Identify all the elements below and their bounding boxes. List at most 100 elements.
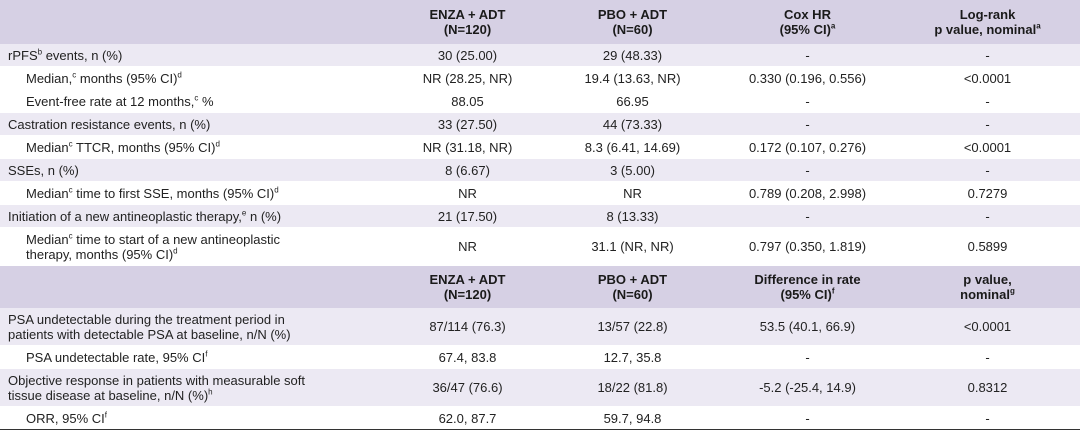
- value-cell: -5.2 (-25.4, 14.9): [720, 368, 895, 407]
- text-line: Castration resistance events, n (%): [8, 117, 382, 132]
- text: Castration resistance events, n (%): [8, 116, 211, 132]
- text-line: Difference in rate: [728, 272, 887, 287]
- table-row: Medianc time to start of a new antineopl…: [0, 227, 1080, 266]
- footnote-mark: c: [68, 139, 73, 149]
- text: (N=120): [443, 287, 492, 302]
- value-cell: NR: [390, 181, 545, 205]
- footnote-mark: c: [68, 185, 73, 195]
- header-cell: PBO + ADT (N=60): [545, 0, 720, 44]
- value-cell: -: [895, 158, 1080, 182]
- value-cell: NR: [545, 181, 720, 205]
- footnote-mark: c: [72, 70, 77, 80]
- value-cell: 62.0, 87.7: [390, 406, 545, 430]
- value-cell: 0.172 (0.107, 0.276): [720, 135, 895, 159]
- footnote-mark: a: [1036, 21, 1041, 31]
- footnote-mark: e: [241, 208, 247, 218]
- text: Difference in rate: [754, 272, 861, 287]
- value-cell: 44 (73.33): [545, 112, 720, 136]
- text-line: (N=60): [553, 287, 712, 302]
- header-cell: p value, nominalg: [895, 265, 1080, 308]
- row-label: Medianc TTCR, months (95% CI)d: [0, 135, 390, 159]
- text-line: Cox HR: [728, 7, 887, 22]
- value-cell: -: [720, 345, 895, 369]
- header-cell: ENZA + ADT (N=120): [390, 265, 545, 308]
- value-cell: -: [720, 204, 895, 228]
- footnote-mark: h: [208, 387, 213, 397]
- value-cell: -: [720, 112, 895, 136]
- value-cell: 19.4 (13.63, NR): [545, 66, 720, 90]
- text: Log-rank: [959, 7, 1016, 22]
- value-cell: 13/57 (22.8): [545, 308, 720, 346]
- header-cell: PBO + ADT (N=60): [545, 265, 720, 308]
- value-cell: 88.05: [390, 89, 545, 113]
- table-row: Medianc time to first SSE, months (95% C…: [0, 181, 1080, 205]
- text: events, n (%): [42, 47, 123, 63]
- text-line: (95% CI)a: [728, 22, 887, 37]
- text: Median: [26, 231, 69, 247]
- text-line: (N=120): [398, 287, 537, 302]
- table-row: Castration resistance events, n (%) 33 (2…: [0, 112, 1080, 136]
- text-line: Event-free rate at 12 months,c %: [26, 94, 382, 109]
- value-cell: 8 (13.33): [545, 204, 720, 228]
- text: Event-free rate at 12 months,: [26, 93, 195, 109]
- text-line: (95% CI)f: [728, 287, 887, 302]
- footnote-mark: a: [830, 21, 836, 31]
- footnote-mark: f: [205, 349, 208, 359]
- text-line: Medianc TTCR, months (95% CI)d: [26, 140, 382, 155]
- value-cell: -: [895, 112, 1080, 136]
- value-cell: NR (31.18, NR): [390, 135, 545, 159]
- text: Median: [26, 139, 69, 155]
- footnote-mark: f: [831, 286, 835, 296]
- value-cell: -: [895, 345, 1080, 369]
- row-label: Medianc time to start of a new antineopl…: [0, 227, 390, 266]
- text: rPFS: [8, 47, 38, 63]
- text: TTCR, months (95% CI): [72, 139, 216, 155]
- text: therapy, months (95% CI): [26, 246, 174, 262]
- header-cell: [0, 265, 390, 308]
- footnote-mark: c: [194, 93, 199, 103]
- value-cell: 66.95: [545, 89, 720, 113]
- text-line: SSEs, n (%): [8, 163, 382, 178]
- value-cell: 0.797 (0.350, 1.819): [720, 227, 895, 266]
- value-cell: 21 (17.50): [390, 204, 545, 228]
- text: Cox HR: [784, 7, 831, 22]
- text: p value,: [963, 272, 1012, 287]
- value-cell: -: [895, 44, 1080, 67]
- text-line: ENZA + ADT: [398, 7, 537, 22]
- text-line: Medianc time to start of a new antineopl…: [26, 232, 382, 247]
- row-label: Initiation of a new antineoplastic thera…: [0, 204, 390, 228]
- text: (95% CI): [780, 287, 832, 302]
- text-line: PBO + ADT: [553, 7, 712, 22]
- text-line: PSA undetectable rate, 95% CIf: [26, 350, 382, 365]
- value-cell: 29 (48.33): [545, 44, 720, 67]
- row-label: rPFSb events, n (%): [0, 44, 390, 67]
- table-row: Medianc TTCR, months (95% CI)d NR (31.18,…: [0, 135, 1080, 159]
- text: (N=120): [443, 22, 492, 37]
- value-cell: 53.5 (40.1, 66.9): [720, 308, 895, 346]
- table-row: PSA undetectable during the treatment pe…: [0, 308, 1080, 346]
- text-line: p value, nominala: [903, 22, 1072, 37]
- value-cell: 8.3 (6.41, 14.69): [545, 135, 720, 159]
- text: ENZA + ADT: [429, 272, 506, 287]
- text-line: ORR, 95% CIf: [26, 411, 382, 426]
- text: tissue disease at baseline, n/N (%): [8, 387, 209, 403]
- footnote-mark: d: [215, 139, 220, 149]
- text: PBO + ADT: [597, 7, 668, 22]
- header-cell: Cox HR (95% CI)a: [720, 0, 895, 44]
- value-cell: 12.7, 35.8: [545, 345, 720, 369]
- text: PSA undetectable rate, 95% CI: [26, 349, 206, 365]
- value-cell: 0.8312: [895, 368, 1080, 407]
- text: (95% CI): [779, 22, 831, 37]
- row-label: Event-free rate at 12 months,c %: [0, 89, 390, 113]
- row-label: SSEs, n (%): [0, 158, 390, 182]
- value-cell: 0.7279: [895, 181, 1080, 205]
- value-cell: <0.0001: [895, 308, 1080, 346]
- value-cell: -: [720, 158, 895, 182]
- value-cell: <0.0001: [895, 135, 1080, 159]
- table-row: Initiation of a new antineoplastic thera…: [0, 204, 1080, 228]
- header-row: ENZA + ADT (N=120) PBO + ADT (N=60) Cox HR (9…: [0, 0, 1080, 44]
- row-label: Castration resistance events, n (%): [0, 112, 390, 136]
- footnote-mark: d: [274, 185, 279, 195]
